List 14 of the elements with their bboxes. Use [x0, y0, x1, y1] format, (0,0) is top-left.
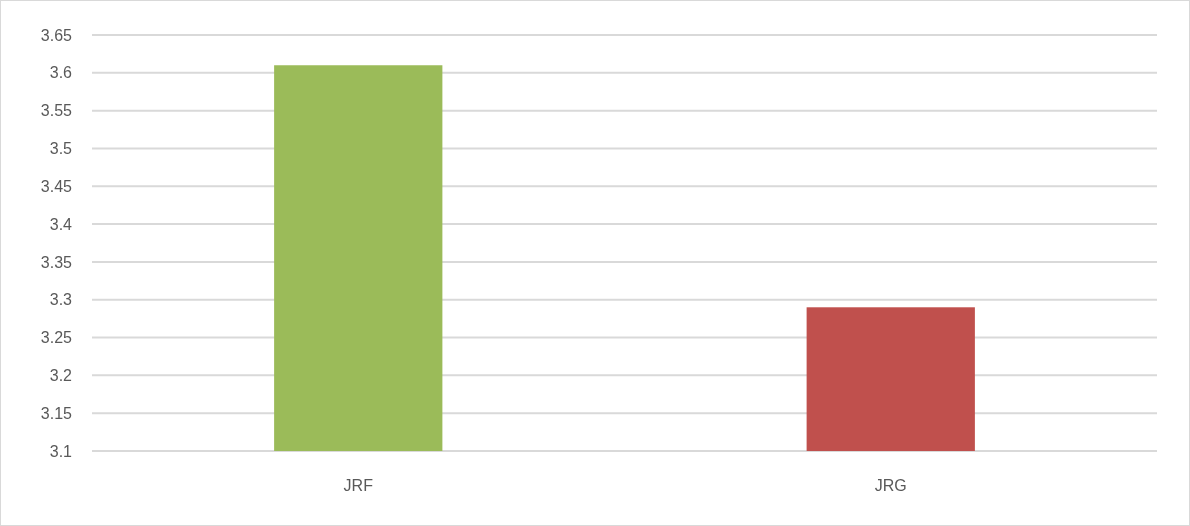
y-tick-label: 3.5: [49, 140, 73, 158]
y-tick-label: 3.1: [49, 442, 73, 460]
x-tick-label: JRF: [343, 477, 374, 494]
y-tick-label: 3.6: [49, 64, 73, 82]
y-tick-label: 3.25: [40, 329, 73, 347]
y-tick-label: 3.15: [40, 404, 73, 422]
y-tick-label: 3.3: [49, 291, 73, 309]
y-tick-label: 3.2: [49, 366, 73, 384]
y-tick-label: 3.55: [40, 102, 73, 120]
y-tick-label: 3.65: [40, 26, 73, 44]
x-tick-label: JRG: [874, 477, 907, 494]
y-tick-label: 3.35: [40, 253, 73, 271]
y-tick-label: 3.4: [49, 215, 73, 233]
y-tick-label: 3.45: [40, 177, 73, 195]
